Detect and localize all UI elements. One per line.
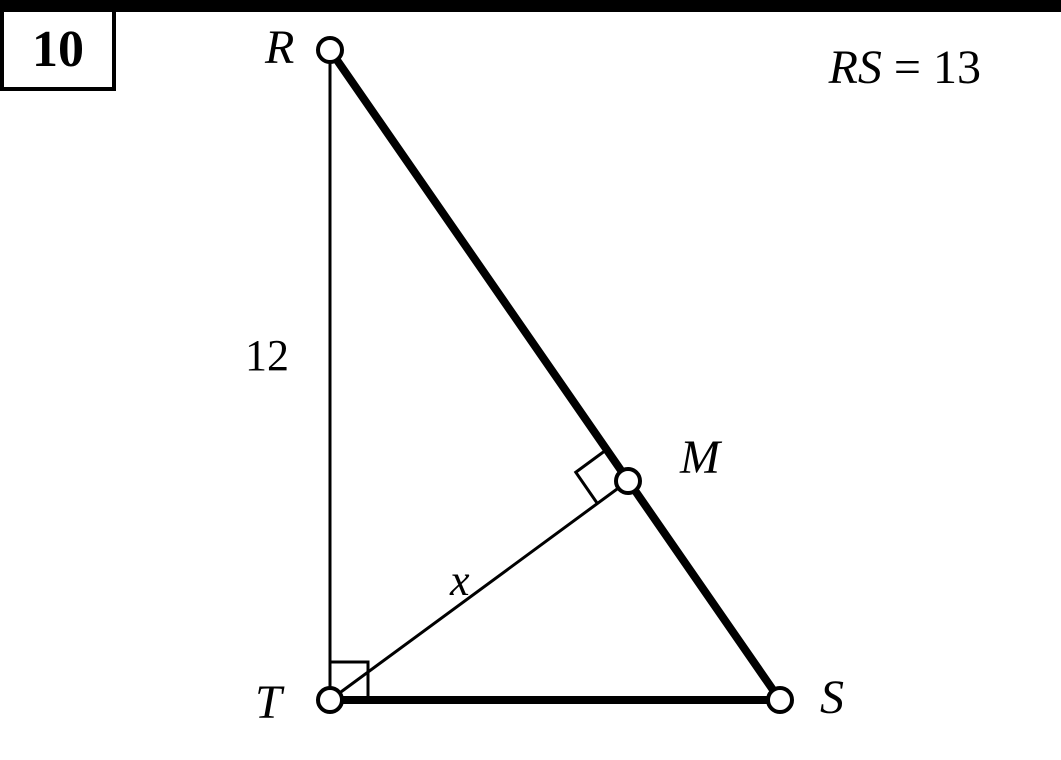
triangle-diagram bbox=[0, 0, 1061, 760]
side-label-tm: x bbox=[450, 555, 470, 606]
vertex-label-r: R bbox=[265, 20, 294, 75]
vertex-label-m: M bbox=[680, 430, 720, 485]
side-label-rt: 12 bbox=[245, 330, 289, 381]
vertex-label-t: T bbox=[255, 675, 282, 730]
vertex-label-s: S bbox=[820, 670, 844, 725]
